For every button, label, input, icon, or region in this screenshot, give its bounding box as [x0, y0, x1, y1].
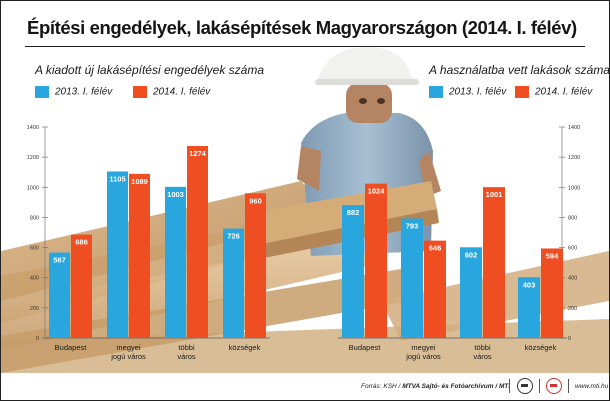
- completions-bar-value-label: 602: [465, 250, 478, 259]
- permits-bar-2013: [223, 228, 244, 338]
- completions-bar-value-label: 646: [429, 244, 442, 253]
- permits-bar-2014: [245, 193, 266, 338]
- permits-bar-value-label: 1105: [109, 174, 125, 183]
- legend-label-2014: 2014. I. félév: [153, 86, 211, 98]
- completions-category-label: jogú város: [405, 352, 441, 361]
- permits-y-tick-label: 1200: [27, 155, 39, 161]
- permits-category-label: város: [177, 352, 196, 361]
- permits-bar-value-label: 1089: [131, 177, 148, 186]
- permits-y-tick-label: 1400: [27, 125, 39, 131]
- completions-category-label: város: [473, 352, 492, 361]
- permits-category-label: megyei: [116, 343, 141, 352]
- permits-y-tick-label: 200: [30, 306, 39, 312]
- completions-bar-2013: [460, 247, 482, 338]
- permits-category-label: községek: [229, 343, 261, 352]
- mtva-logo: [517, 378, 533, 394]
- completions-bar-value-label: 1024: [368, 187, 386, 196]
- completions-bar-value-label: 1001: [486, 190, 503, 199]
- permits-bar-2014: [71, 234, 92, 338]
- completions-category-label: Budapest: [349, 343, 382, 352]
- completions-category-label: megyei: [411, 343, 436, 352]
- permits-bar-value-label: 567: [53, 256, 66, 265]
- footer-separator: [539, 379, 540, 393]
- permits-header-box: [26, 59, 236, 103]
- completions-category-label: községek: [525, 343, 557, 352]
- title-rule: [25, 46, 585, 47]
- legend-item-2014: 2014. I. félév: [515, 83, 593, 98]
- completions-bar-2014: [541, 248, 563, 338]
- legend-swatch-2013: [429, 85, 443, 98]
- permits-y-tick-label: 1000: [27, 185, 39, 191]
- permits-bar-2014: [187, 145, 208, 338]
- completions-bar-2013: [518, 277, 540, 338]
- completions-bar-value-label: 793: [406, 221, 419, 230]
- completions-y-tick-label: 400: [568, 276, 577, 282]
- legend-label-2013: 2013. I. félév: [55, 86, 113, 98]
- legend-swatch-2013: [35, 85, 49, 98]
- permits-bar-2013: [49, 252, 70, 338]
- completions-y-tick-label: 1000: [568, 185, 580, 191]
- permits-legend: 2013. I. félév 2014. I. félév: [35, 83, 235, 98]
- completions-bar-value-label: 882: [347, 208, 360, 217]
- permits-bar-value-label: 726: [227, 232, 240, 241]
- legend-swatch-2014: [133, 85, 147, 98]
- permits-y-tick-label: 800: [30, 215, 39, 221]
- permits-category-label: jogú város: [110, 352, 146, 361]
- permits-y-tick-label: 0: [36, 336, 39, 342]
- permits-bar-2013: [107, 171, 128, 338]
- page-title: Építési engedélyek, lakásépítések Magyar…: [27, 17, 577, 38]
- completions-y-tick-label: 1200: [568, 155, 580, 161]
- completions-y-tick-label: 1400: [568, 125, 580, 131]
- legend-item-2013: 2013. I. félév: [35, 83, 113, 98]
- source-credit: Forrás: KSH / MTVA Sajtó- és Fotóarchívu…: [361, 383, 510, 390]
- completions-category-label: többi: [474, 343, 491, 352]
- footer-separator: [568, 379, 569, 393]
- completions-bar-value-label: 403: [523, 280, 536, 289]
- permits-bar-value-label: 1274: [189, 149, 207, 158]
- permits-bar-2014: [129, 173, 150, 338]
- legend-swatch-2014: [515, 85, 529, 98]
- completions-legend: 2013. I. félév 2014. I. félév: [429, 83, 599, 98]
- mti-logo: [546, 378, 562, 394]
- permits-y-tick-label: 400: [30, 276, 39, 282]
- completions-header-box: [419, 59, 589, 103]
- completions-bar-2013: [342, 205, 364, 338]
- permits-y-tick-label: 600: [30, 246, 39, 252]
- permits-bar-value-label: 960: [249, 196, 262, 205]
- completions-y-tick-label: 800: [568, 215, 577, 221]
- legend-label-2013: 2013. I. félév: [449, 86, 507, 98]
- completions-y-tick-label: 0: [568, 336, 571, 342]
- permits-title: A kiadott új lakásépítési engedélyek szá…: [35, 63, 265, 77]
- completions-bar-2014: [424, 240, 446, 338]
- completions-y-tick-label: 200: [568, 306, 577, 312]
- permits-category-label: többi: [178, 343, 195, 352]
- mtva-logo-mark: [521, 384, 528, 387]
- permits-category-label: Budapest: [55, 343, 88, 352]
- completions-bar-2014: [483, 187, 505, 338]
- mti-logo-mark: [550, 384, 557, 387]
- legend-item-2013: 2013. I. félév: [429, 83, 507, 98]
- source-agency: MTVA Sajtó- és Fotóarchívum / MTI: [402, 383, 511, 390]
- site-url: www.mti.hu: [575, 383, 609, 390]
- completions-bar-2013: [401, 218, 423, 338]
- legend-label-2014: 2014. I. félév: [535, 86, 593, 98]
- completions-y-tick-label: 600: [568, 246, 577, 252]
- footer-separator: [509, 379, 510, 393]
- permits-bar-value-label: 1003: [167, 190, 184, 199]
- permits-bar-value-label: 686: [75, 238, 88, 247]
- completions-bar-value-label: 594: [546, 251, 559, 260]
- source-label: Forrás: KSH /: [361, 383, 403, 390]
- completions-title: A használatba vett lakások száma: [429, 63, 610, 77]
- completions-bar-2014: [365, 183, 387, 338]
- legend-item-2014: 2014. I. félév: [133, 83, 211, 98]
- permits-bar-2013: [165, 186, 186, 338]
